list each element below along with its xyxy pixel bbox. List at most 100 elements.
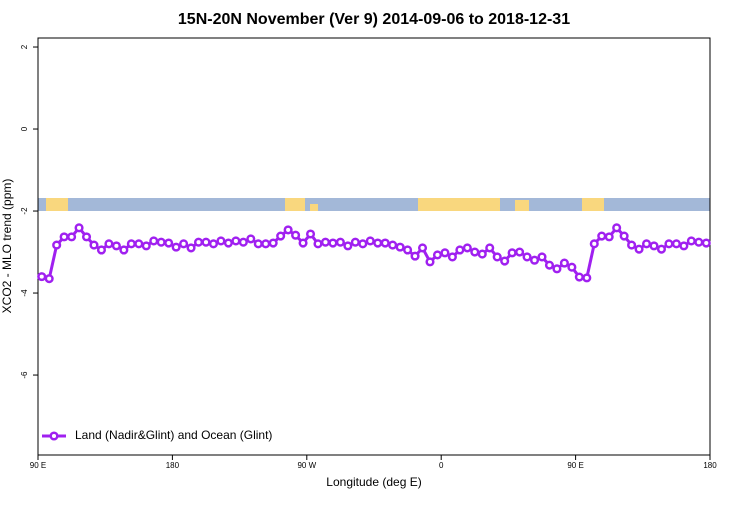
map-strip [38, 198, 710, 211]
data-point [649, 241, 659, 251]
x-tick-label: 180 [703, 461, 717, 470]
data-point [612, 223, 622, 233]
data-point [492, 252, 502, 262]
data-point [470, 247, 480, 257]
data-point [246, 234, 256, 244]
data-point [358, 239, 368, 249]
data-point [417, 243, 428, 253]
data-point [701, 238, 711, 248]
data-point [604, 232, 614, 242]
data-point [515, 247, 525, 257]
data-point [59, 232, 69, 242]
data-point [537, 252, 547, 262]
data-point [343, 241, 353, 251]
data-point [544, 260, 555, 270]
data-point [208, 239, 219, 249]
data-point [627, 240, 637, 250]
x-tick-label: 90 E [567, 461, 583, 470]
data-point [193, 237, 204, 247]
data-point [671, 239, 681, 249]
data-point [149, 236, 159, 246]
data-point [313, 239, 323, 249]
data-point [619, 231, 629, 241]
data-point [335, 237, 345, 247]
data-point [268, 238, 278, 248]
data-point [231, 236, 241, 246]
data-point [462, 243, 472, 253]
x-tick-label: 90 E [30, 461, 46, 470]
x-tick-label: 90 W [297, 461, 316, 470]
data-point [253, 239, 263, 249]
data-point [582, 273, 592, 283]
data-point [664, 239, 674, 249]
y-tick-label: 0 [20, 126, 29, 131]
data-point [559, 258, 569, 268]
data-point [373, 238, 383, 248]
data-point [410, 251, 420, 261]
data-point [164, 238, 174, 248]
data-point [179, 239, 189, 249]
x-axis-label: Longitude (deg E) [326, 475, 421, 489]
data-point [44, 274, 54, 284]
data-point [67, 232, 77, 242]
x-tick-label: 0 [439, 461, 444, 470]
data-point [298, 238, 308, 248]
data-point [455, 245, 465, 255]
data-point [634, 244, 644, 254]
data-point [81, 232, 92, 242]
data-point [440, 248, 450, 258]
data-point [104, 239, 114, 249]
data-point [425, 257, 435, 267]
data-point [96, 245, 107, 255]
data-point [641, 239, 652, 249]
data-point [656, 244, 667, 254]
data-point [141, 241, 151, 251]
data-point [201, 237, 211, 247]
data-point [679, 241, 689, 251]
data-point [403, 245, 413, 255]
data-point [365, 236, 375, 246]
data-point [432, 250, 443, 260]
plot-frame [37, 37, 711, 456]
data-point [388, 240, 398, 250]
data-point [686, 236, 696, 246]
data-point [395, 242, 405, 252]
data-point [529, 255, 540, 265]
data-point [238, 237, 248, 247]
y-axis-label: XCO2 - MLO trend (ppm) [0, 179, 14, 314]
data-point [261, 239, 271, 249]
y-tick-label: -4 [20, 289, 29, 297]
data-point [216, 236, 226, 246]
data-point [350, 237, 360, 247]
data-point [447, 252, 457, 262]
legend-marker [49, 431, 59, 441]
data-point [328, 238, 338, 248]
data-point [589, 239, 599, 249]
y-tick-label: -2 [20, 207, 29, 215]
data-point [119, 245, 129, 255]
data-point [380, 238, 390, 248]
data-point [223, 238, 233, 248]
data-point [37, 272, 47, 282]
data-point [74, 223, 84, 233]
data-point [552, 264, 562, 274]
data-point [171, 242, 181, 252]
data-point [694, 237, 704, 247]
data-point [500, 256, 510, 266]
data-point [134, 239, 144, 249]
data-point [507, 248, 517, 258]
data-point [305, 229, 316, 239]
x-tick-label: 180 [166, 461, 180, 470]
data-point [276, 231, 286, 241]
data-point [477, 249, 487, 259]
data-point [283, 225, 293, 235]
y-tick-label: 2 [20, 44, 29, 49]
data-point [291, 230, 301, 240]
data-point [126, 239, 136, 249]
data-point [320, 237, 331, 247]
data-point [52, 240, 62, 250]
data-point [597, 231, 607, 241]
chart-title: 15N-20N November (Ver 9) 2014-09-06 to 2… [178, 11, 570, 28]
data-point [485, 243, 495, 253]
data-point [89, 240, 99, 250]
